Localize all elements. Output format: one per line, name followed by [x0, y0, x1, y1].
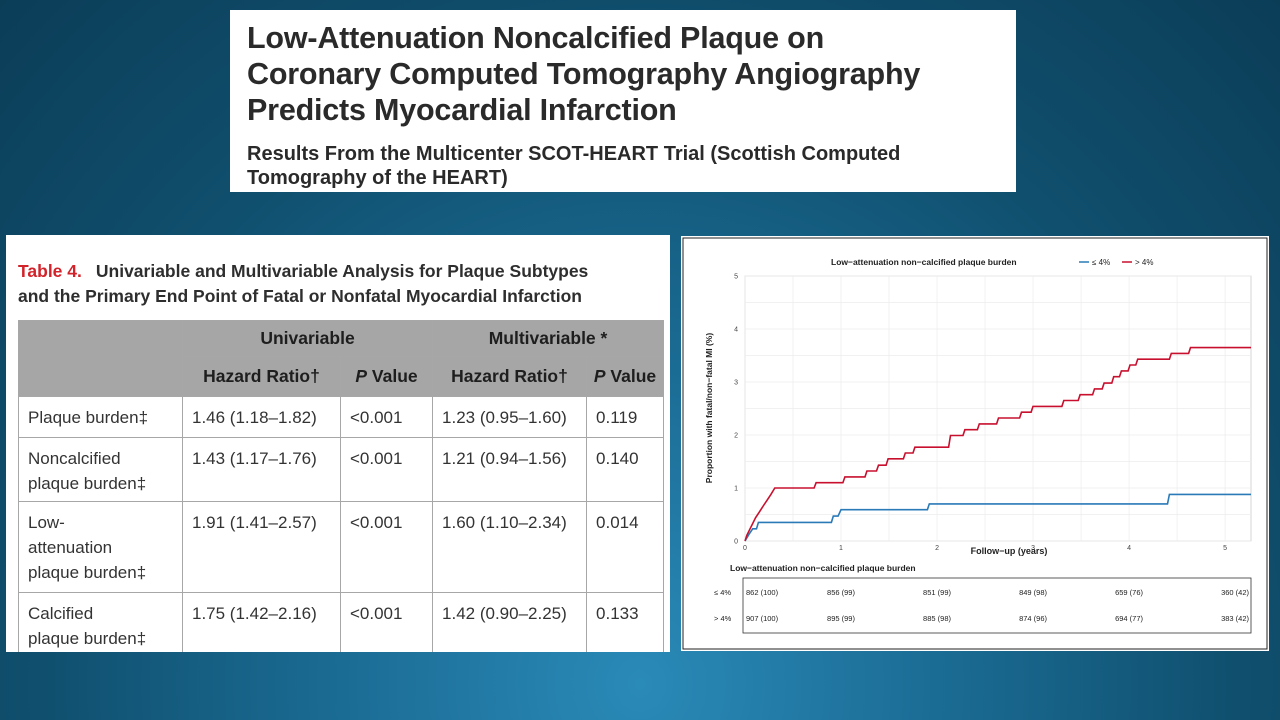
- x-tick-label: 2: [935, 545, 939, 552]
- risk-table-cell: 360 (42): [1221, 588, 1249, 597]
- chart-frame: [682, 237, 1268, 650]
- uni-p-value-cell: <0.001: [339, 437, 434, 502]
- y-tick-label: 2: [734, 433, 738, 440]
- y-tick-label: 4: [734, 327, 738, 334]
- risk-row-label: ≤ 4%: [714, 588, 731, 597]
- multi-p-value-cell: 0.140: [586, 437, 665, 502]
- row-label: Low-attenuation plaque burden‡: [18, 501, 183, 593]
- header-multi-p-value: P Value: [586, 356, 665, 397]
- uni-hazard-ratio-cell: 1.75 (1.42–2.16): [182, 592, 341, 652]
- risk-table-cell: 856 (99): [827, 588, 855, 597]
- paper-subtitle-line-1: Results From the Multicenter SCOT-HEART …: [247, 143, 901, 165]
- uni-hazard-ratio-cell: 1.91 (1.41–2.57): [182, 501, 341, 593]
- uni-p-value-cell: <0.001: [339, 396, 434, 438]
- table-row: Plaque burden‡ 1.46 (1.18–1.82) <0.001 1…: [18, 396, 665, 438]
- multi-hazard-ratio-cell: 1.42 (0.90–2.25): [432, 592, 588, 652]
- table-label: Table 4.: [18, 261, 82, 281]
- risk-table-cell: 895 (99): [827, 614, 855, 623]
- series-line-high: [744, 346, 1251, 542]
- table-header-empty: [18, 320, 183, 397]
- multi-p-value-cell: 0.119: [586, 396, 665, 438]
- header-uni-hazard-ratio: Hazard Ratio†: [182, 356, 341, 397]
- results-table-panel: Table 4. Univariable and Multivariable An…: [6, 235, 670, 652]
- x-tick-label: 4: [1127, 545, 1131, 552]
- x-tick-label: 5: [1223, 545, 1227, 552]
- y-axis-label: Proportion with fatal/non−fatal MI (%): [704, 333, 714, 484]
- paper-subtitle-line-2: Tomography of the HEART): [247, 167, 508, 189]
- legend-label-high: > 4%: [1135, 258, 1153, 267]
- series-line-low: [744, 493, 1251, 542]
- table-row: Calcified plaque burden‡ 1.75 (1.42–2.16)…: [18, 592, 665, 652]
- table-caption: Table 4. Univariable and Multivariable An…: [18, 259, 588, 309]
- table-caption-line-1: Univariable and Multivariable Analysis f…: [95, 261, 589, 281]
- x-tick-label: 1: [839, 545, 843, 552]
- uni-hazard-ratio-cell: 1.46 (1.18–1.82): [182, 396, 341, 438]
- table-header-column-row: Hazard Ratio† P Value Hazard Ratio† P Va…: [19, 356, 665, 397]
- uni-p-value-cell: <0.001: [339, 501, 434, 593]
- paper-title-box: Low-Attenuation Noncalcified Plaque on C…: [230, 10, 1016, 192]
- row-label: Plaque burden‡: [18, 396, 183, 438]
- risk-table-cell: 659 (76): [1115, 588, 1143, 597]
- risk-table-cell: 862 (100): [746, 588, 779, 597]
- table-caption-line-2: and the Primary End Point of Fatal or No…: [18, 286, 582, 306]
- uni-p-value-cell: <0.001: [339, 592, 434, 652]
- row-label: Calcified plaque burden‡: [18, 592, 183, 652]
- table-row: Noncalcified plaque burden‡ 1.43 (1.17–1.…: [18, 437, 665, 502]
- row-label: Noncalcified plaque burden‡: [18, 437, 183, 502]
- paper-title: Low-Attenuation Noncalcified Plaque on C…: [247, 20, 1016, 128]
- risk-table-cell: 851 (99): [923, 588, 951, 597]
- risk-row-label: > 4%: [714, 614, 732, 623]
- risk-table-cell: 849 (98): [1019, 588, 1047, 597]
- paper-subtitle: Results From the Multicenter SCOT-HEART …: [247, 142, 1016, 190]
- multi-p-value-cell: 0.133: [586, 592, 665, 652]
- risk-table-cell: 694 (77): [1115, 614, 1143, 623]
- header-multi-hazard-ratio: Hazard Ratio†: [432, 356, 588, 397]
- y-tick-label: 5: [734, 274, 738, 281]
- header-univariable: Univariable: [181, 320, 434, 357]
- risk-table-cell: 885 (98): [923, 614, 951, 623]
- multi-hazard-ratio-cell: 1.23 (0.95–1.60): [432, 396, 588, 438]
- legend-title: Low−attenuation non−calcified plaque bur…: [831, 257, 1017, 267]
- multi-hazard-ratio-cell: 1.60 (1.10–2.34): [432, 501, 588, 593]
- risk-table-title: Low−attenuation non−calcified plaque bur…: [730, 563, 916, 573]
- table-row: Low-attenuation plaque burden‡ 1.91 (1.41…: [18, 501, 665, 593]
- header-multivariable: Multivariable *: [432, 320, 665, 357]
- uni-hazard-ratio-cell: 1.43 (1.17–1.76): [182, 437, 341, 502]
- x-tick-label: 0: [743, 545, 747, 552]
- kaplan-meier-chart: Low−attenuation non−calcified plaque bur…: [682, 237, 1268, 650]
- y-tick-label: 3: [734, 380, 738, 387]
- multi-hazard-ratio-cell: 1.21 (0.94–1.56): [432, 437, 588, 502]
- header-uni-p-value: P Value: [339, 356, 434, 397]
- x-tick-label: 3: [1031, 545, 1035, 552]
- y-tick-label: 1: [734, 486, 738, 493]
- paper-title-line-2: Coronary Computed Tomography Angiography: [247, 57, 921, 91]
- multi-p-value-cell: 0.014: [586, 501, 665, 593]
- risk-table-cell: 907 (100): [746, 614, 779, 623]
- legend-label-low: ≤ 4%: [1092, 258, 1110, 267]
- x-axis-label: Follow−up (years): [971, 546, 1048, 556]
- paper-title-line-1: Low-Attenuation Noncalcified Plaque on: [247, 21, 824, 55]
- hazard-ratio-table: Univariable Multivariable * Hazard Ratio…: [18, 320, 665, 652]
- table-header-group-row: Univariable Multivariable *: [18, 320, 665, 397]
- kaplan-meier-chart-panel: Low−attenuation non−calcified plaque bur…: [681, 236, 1269, 651]
- risk-table-cell: 874 (96): [1019, 614, 1047, 623]
- risk-table-frame: [742, 577, 1252, 634]
- risk-table-cell: 383 (42): [1221, 614, 1249, 623]
- y-tick-label: 0: [734, 539, 738, 546]
- paper-title-line-3: Predicts Myocardial Infarction: [247, 93, 677, 127]
